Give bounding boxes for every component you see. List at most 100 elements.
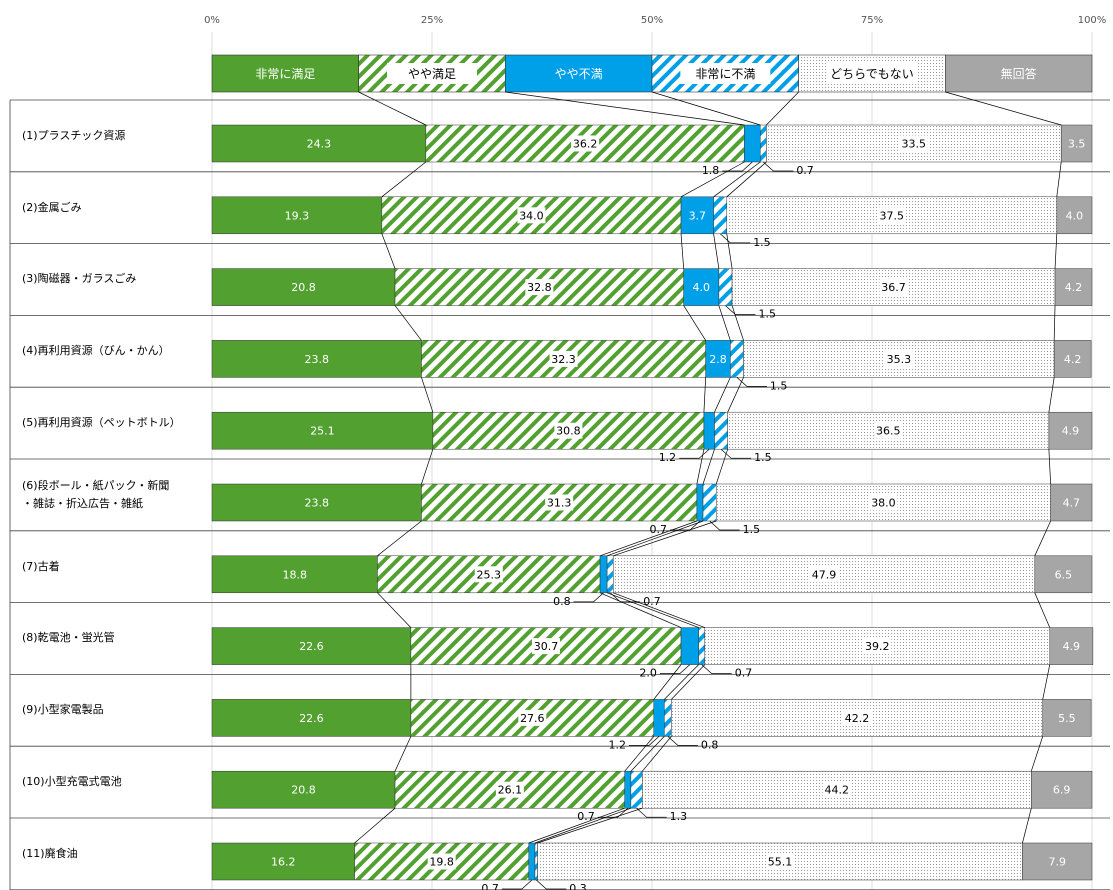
leader-line [629, 736, 660, 746]
legend-swatch [945, 54, 1093, 93]
data-label: 2.8 [709, 353, 727, 366]
data-label: 1.5 [770, 379, 788, 392]
connector-line [1053, 305, 1056, 341]
data-label: 1.2 [659, 451, 677, 464]
data-label: 19.8 [429, 856, 454, 869]
label-bg [427, 853, 456, 870]
label-bg [517, 207, 546, 224]
bar-segment [1022, 842, 1093, 881]
connector-line [680, 233, 685, 269]
data-label: 20.8 [291, 281, 316, 294]
data-label: 5.5 [1058, 712, 1076, 725]
bar-segment [211, 340, 422, 378]
label-bg [525, 279, 554, 296]
connector-line [702, 449, 715, 485]
bar-segment [1048, 411, 1093, 450]
leader-line [636, 807, 667, 818]
data-label: 32.8 [527, 281, 552, 294]
connector-line [713, 161, 761, 198]
leader-line [701, 664, 732, 674]
label-bg [495, 781, 524, 798]
bar-segment [703, 411, 715, 450]
connector-line [354, 807, 396, 844]
data-label: 4.7 [1063, 497, 1081, 510]
data-label: 47.9 [812, 568, 837, 581]
connector-line [671, 664, 706, 700]
connector-line [713, 233, 720, 269]
bar-segment [211, 770, 396, 809]
x-tick-label: 75% [861, 15, 883, 26]
category-label: (4)再利用資源（びん・かん） [22, 344, 170, 358]
connector-line [534, 807, 631, 844]
data-label: 36.2 [573, 138, 598, 151]
connector-line [1034, 520, 1051, 556]
label-bg [899, 135, 928, 152]
bar-segment [211, 411, 434, 450]
connector-line [377, 520, 422, 557]
bar-segment [1056, 196, 1093, 235]
connector-line [1030, 736, 1044, 772]
label-bg [879, 279, 908, 296]
connector-line [1034, 592, 1051, 628]
bar-segment [1053, 340, 1092, 378]
data-label: 36.7 [881, 281, 906, 294]
label-bg [554, 422, 583, 439]
bar-segment [653, 699, 665, 737]
connector-line [945, 91, 1062, 126]
bar-segment [211, 483, 422, 522]
bar-segment [730, 340, 744, 378]
leader-line [501, 879, 533, 890]
data-label: 1.5 [758, 308, 776, 321]
data-label: 0.8 [553, 595, 571, 608]
data-label: 55.1 [768, 856, 793, 869]
leader-line [722, 161, 753, 172]
x-tick-label: 100% [1078, 15, 1107, 26]
label-bg [549, 350, 578, 367]
label-bg [571, 135, 600, 152]
bar-segment [624, 770, 632, 809]
leader-line [736, 377, 767, 387]
bar-segment [759, 124, 767, 163]
data-label: 1.8 [702, 164, 720, 177]
data-label: 6.5 [1055, 568, 1073, 581]
data-label: 0.3 [569, 882, 587, 890]
connector-line [613, 520, 717, 557]
leader-line [709, 520, 740, 531]
bar-segment [698, 627, 706, 665]
data-label: 36.5 [876, 425, 901, 438]
connector-line [1048, 449, 1051, 485]
bar-segment [680, 196, 714, 235]
connector-line [607, 520, 704, 557]
category-label: (10)小型充電式電池 [22, 775, 122, 789]
data-label: 0.7 [649, 523, 667, 536]
leader-line [659, 664, 691, 674]
connector-line [528, 807, 625, 844]
data-label: 44.2 [825, 784, 850, 797]
data-label: 25.3 [477, 568, 502, 581]
leader-line [720, 448, 752, 459]
connector-line [664, 664, 699, 700]
legend-label: 非常に満足 [255, 67, 315, 81]
legend-label: やや不満 [555, 67, 603, 81]
connector-line [766, 91, 799, 126]
connector-line [358, 91, 426, 126]
leader-line [667, 736, 698, 746]
data-label: 22.6 [299, 640, 324, 653]
bar-segment [1031, 770, 1093, 809]
connector-line [613, 592, 705, 628]
data-label: 30.8 [556, 425, 581, 438]
connector-line [1042, 664, 1051, 700]
data-label: 0.7 [577, 810, 595, 823]
connector-line [624, 736, 655, 772]
connector-line [714, 377, 731, 413]
x-tick-label: 25% [421, 15, 443, 26]
data-label: 0.7 [796, 164, 814, 177]
connector-line [703, 377, 707, 413]
leader-line [536, 879, 567, 890]
label-bg [810, 566, 839, 583]
category-label: (11)廃食油 [22, 846, 78, 860]
data-label: 30.7 [534, 640, 559, 653]
bar-segment [1054, 268, 1093, 306]
